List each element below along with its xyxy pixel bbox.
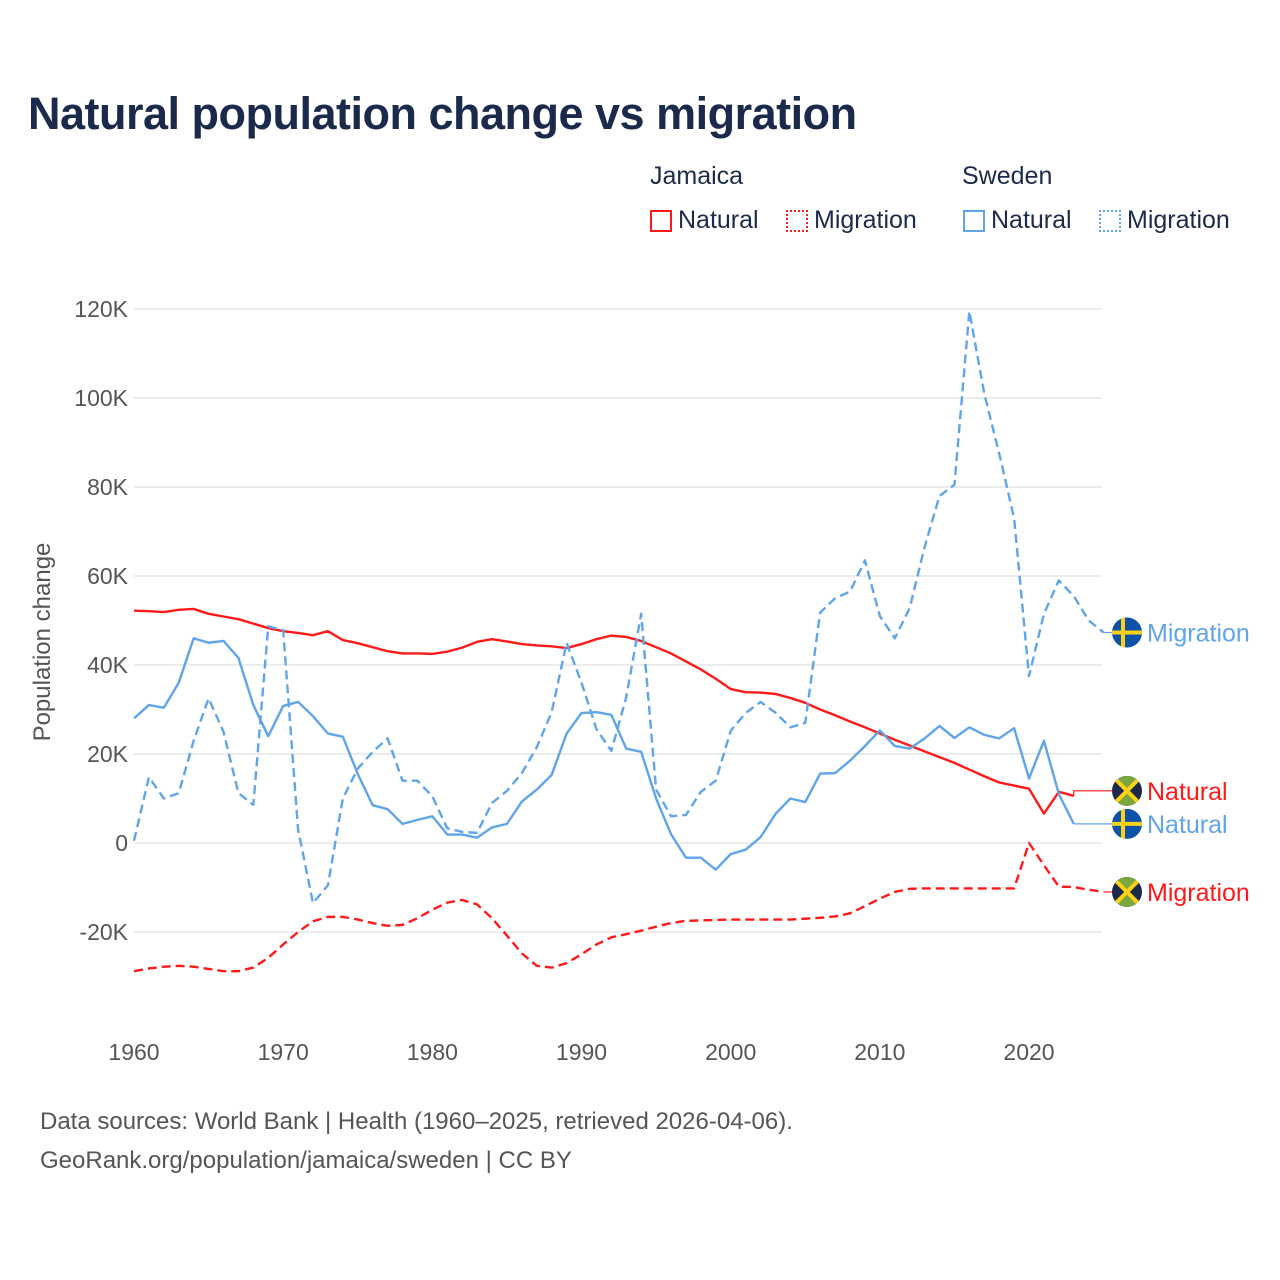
flag-cross-h bbox=[1112, 821, 1142, 826]
flag-top bbox=[1112, 876, 1142, 892]
x-tick-label: 1990 bbox=[556, 1039, 607, 1065]
y-tick-label: 100K bbox=[74, 385, 128, 411]
sweden-flag-icon bbox=[1112, 808, 1142, 839]
flag-body bbox=[1112, 617, 1142, 648]
end-label: Natural bbox=[1147, 811, 1228, 839]
end-label: Migration bbox=[1147, 620, 1250, 648]
legend-group-sweden: Sweden bbox=[962, 162, 1053, 190]
y-tick-label: 20K bbox=[87, 741, 129, 767]
jamaica-flag-icon bbox=[1112, 775, 1142, 806]
series-line-jamaica-natural bbox=[133, 607, 1075, 815]
x-tick-label: 2010 bbox=[854, 1039, 905, 1065]
flag-bottom bbox=[1112, 891, 1142, 907]
x-tick-label: 1970 bbox=[258, 1039, 309, 1065]
flag-body bbox=[1112, 876, 1142, 907]
legend-swatch-dotted-red bbox=[786, 209, 808, 232]
legend-group-jamaica: Jamaica bbox=[650, 162, 744, 190]
jamaica-flag-icon bbox=[1112, 876, 1142, 907]
chart-title: Natural population change vs migration bbox=[28, 88, 857, 139]
legend-sweden-migration[interactable]: Migration bbox=[1099, 206, 1230, 235]
legend-sweden-natural[interactable]: Natural bbox=[963, 206, 1072, 235]
y-tick-label: -20K bbox=[79, 919, 128, 945]
legend-swatch-dotted-blue bbox=[1099, 209, 1121, 232]
y-tick-label: 60K bbox=[87, 563, 129, 589]
flag-body bbox=[1112, 808, 1142, 839]
flag-saltire bbox=[1112, 775, 1142, 806]
legend-swatch-solid-red bbox=[650, 209, 672, 232]
end-label: Migration bbox=[1147, 879, 1250, 907]
series-line-jamaica-migration bbox=[133, 841, 1104, 973]
x-tick-label: 1960 bbox=[108, 1039, 159, 1065]
end-label: Natural bbox=[1147, 778, 1228, 806]
y-axis-label: Population change bbox=[29, 543, 56, 742]
y-tick-label: 120K bbox=[74, 296, 128, 322]
flag-bottom bbox=[1112, 790, 1142, 806]
flag-body bbox=[1112, 775, 1142, 806]
legend-jamaica-migration[interactable]: Migration bbox=[786, 206, 917, 235]
x-tick-label: 2020 bbox=[1003, 1039, 1054, 1065]
flag-cross-v bbox=[1121, 617, 1125, 648]
y-tick-label: 0 bbox=[115, 830, 128, 856]
series-line-sweden-migration bbox=[132, 310, 1105, 905]
series-line-sweden-natural bbox=[133, 637, 1075, 871]
y-tick-label: 80K bbox=[87, 474, 129, 500]
x-tick-label: 1980 bbox=[407, 1039, 458, 1065]
label-connector bbox=[1073, 790, 1112, 796]
legend-label: Migration bbox=[814, 206, 917, 234]
y-tick-label: 40K bbox=[87, 652, 129, 678]
legend-swatch-solid-blue bbox=[963, 209, 985, 232]
flag-saltire bbox=[1112, 876, 1142, 907]
legend-label: Migration bbox=[1127, 206, 1230, 234]
flag-cross-h bbox=[1112, 630, 1142, 635]
sweden-flag-icon bbox=[1112, 617, 1142, 648]
legend-jamaica-natural[interactable]: Natural bbox=[650, 206, 759, 235]
flag-top bbox=[1112, 775, 1142, 791]
legend-label: Natural bbox=[991, 206, 1072, 234]
flag-cross-v bbox=[1121, 808, 1125, 839]
x-tick-label: 2000 bbox=[705, 1039, 756, 1065]
footer-sources: Data sources: World Bank | Health (1960–… bbox=[40, 1108, 793, 1135]
footer-link[interactable]: GeoRank.org/population/jamaica/sweden | … bbox=[40, 1147, 572, 1174]
legend-label: Natural bbox=[678, 206, 759, 234]
